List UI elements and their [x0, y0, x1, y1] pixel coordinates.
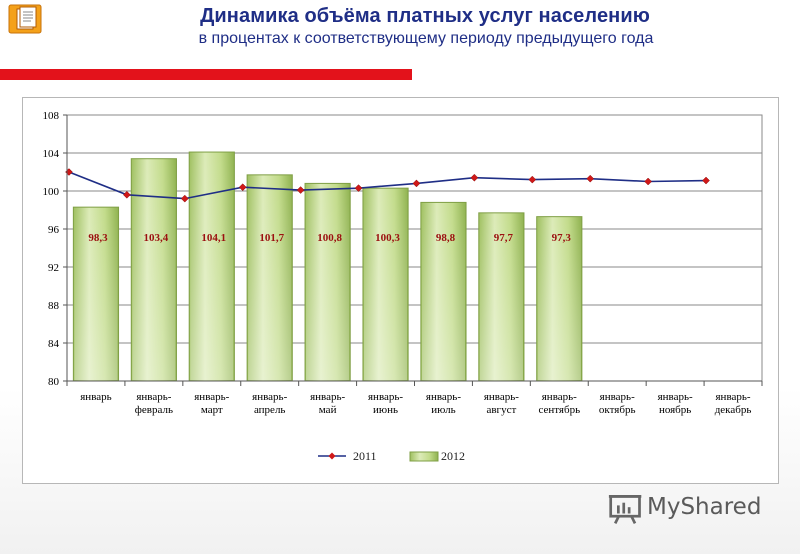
x-tick-label: январь- [426, 391, 461, 403]
x-tick-label: январь- [310, 391, 345, 403]
data-label: 98,8 [436, 232, 456, 244]
x-tick-label: январь- [658, 391, 693, 403]
bar-sheen [190, 153, 234, 380]
y-tick-label: 88 [48, 300, 60, 312]
bar-sheen [479, 213, 523, 380]
x-tick-label: январь- [368, 391, 403, 403]
data-label: 100,3 [375, 232, 400, 244]
data-label: 103,4 [144, 232, 169, 244]
watermark-text: MyShared [647, 494, 762, 520]
point-2011 [586, 174, 595, 183]
bar-sheen [421, 203, 466, 380]
x-tick-label: август [486, 404, 516, 416]
point-2011 [470, 173, 479, 182]
data-label: 98,3 [88, 232, 108, 244]
x-tick-label: сентябрь [538, 404, 580, 416]
x-tick-label: июль [431, 404, 455, 416]
y-tick-label: 96 [48, 224, 60, 236]
document-icon[interactable] [8, 4, 42, 34]
bar-sheen [363, 189, 408, 380]
x-tick-label: январь- [484, 391, 519, 403]
y-tick-label: 108 [43, 110, 60, 122]
point-2011 [180, 194, 189, 203]
x-tick-label: май [319, 404, 337, 416]
presentation-board-icon [608, 495, 642, 525]
x-tick-label: январь- [136, 391, 171, 403]
point-2011 [528, 175, 537, 184]
data-label: 97,3 [552, 232, 572, 244]
x-tick-label: январь [80, 391, 111, 403]
bar-sheen [132, 159, 176, 380]
accent-bar [0, 69, 412, 80]
data-label: 97,7 [494, 232, 514, 244]
bar-sheen [537, 217, 581, 380]
data-label: 104,1 [201, 232, 226, 244]
point-2011 [354, 184, 363, 193]
x-tick-label: декабрь [715, 404, 752, 416]
y-tick-label: 92 [48, 262, 59, 274]
x-tick-label: октябрь [599, 404, 636, 416]
data-label: 101,7 [259, 232, 284, 244]
x-tick-label: январь- [542, 391, 577, 403]
plot-area [66, 114, 763, 382]
legend-marker-2011 [328, 452, 336, 460]
legend-swatch-2012 [409, 451, 439, 462]
x-tick-label: апрель [254, 404, 286, 416]
point-2011 [644, 177, 652, 186]
y-tick-label: 80 [48, 376, 60, 388]
x-tick-label: март [201, 404, 223, 416]
data-label: 100,8 [317, 232, 342, 244]
y-tick-label: 104 [43, 148, 60, 160]
x-tick-label: январь- [252, 391, 287, 403]
x-tick-label: январь- [194, 391, 229, 403]
point-2011 [238, 183, 247, 192]
point-2011 [123, 190, 131, 199]
legend-label-2011: 2011 [353, 449, 377, 463]
series-line-2011 [68, 171, 707, 200]
bar-sheen [248, 175, 292, 380]
x-tick-label: июнь [373, 404, 398, 416]
point-2011 [296, 186, 305, 194]
y-tick-label: 84 [48, 338, 60, 350]
x-tick-label: февраль [135, 404, 173, 416]
bar-sheen [306, 184, 350, 380]
page-subtitle: в процентах к соответствующему периоду п… [198, 30, 654, 47]
page-title: Динамика объёма платных услуг населению [200, 5, 650, 27]
x-tick-label: ноябрь [659, 404, 691, 416]
x-tick-label: январь- [716, 391, 751, 403]
y-tick-label: 100 [43, 186, 60, 198]
legend-label-2012: 2012 [441, 449, 465, 463]
bar-sheen [74, 208, 118, 380]
point-2011 [412, 179, 421, 188]
point-2011 [702, 176, 710, 185]
x-tick-label: январь- [600, 391, 635, 403]
